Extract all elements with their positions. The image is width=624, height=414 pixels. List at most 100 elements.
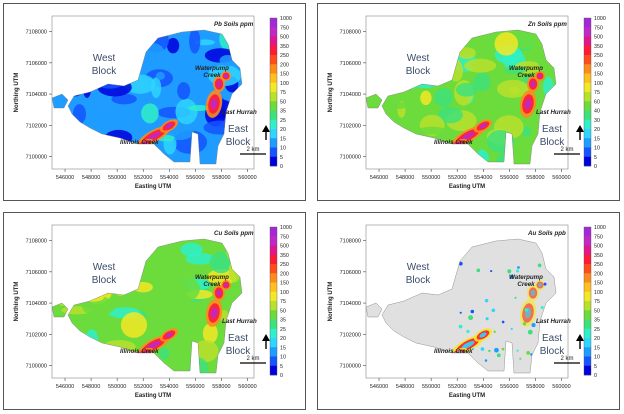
legend-tick-label: 1000 [280,225,292,231]
survey-area [366,239,556,373]
y-tick-label: 7106000 [340,270,361,276]
legend-tick-label: 500 [594,244,603,250]
legend-tick-label: 200 [594,62,603,68]
legend-tick-label: 50 [280,308,286,314]
anomaly-zone [147,341,161,349]
legend-tick-label: 1000 [594,16,606,22]
map-svg: 7108000 7106000 7104000 7102000 7100000 54600… [14,15,292,190]
legend-tick-label: 750 [594,25,603,31]
sample-spot [522,322,527,326]
y-axis-label: Northing UTM [14,73,20,113]
soil-patch [420,90,432,106]
legend-swatch [584,138,591,148]
sample-spot [537,263,542,268]
legend-swatch [270,110,277,121]
legend-tick-label: 75 [594,90,600,96]
legend-swatch [584,36,591,47]
legend-swatch [270,92,277,102]
legend-swatch [270,55,277,65]
y-tick-label: 7100000 [26,364,47,370]
x-tick-label: 552000 [448,384,466,390]
y-axis-label: Northing UTM [14,282,20,322]
legend-tick-label: 30 [594,118,600,124]
legend-tick-label: 15 [594,345,600,351]
legend-swatch [270,236,277,246]
anomaly-zone [461,341,475,349]
anomaly-zone [216,289,222,297]
scale-bar-label: 2 km [246,147,259,153]
anomaly-zone [530,80,536,88]
legend-swatch [584,254,591,265]
x-axis-label: Easting UTM [135,184,171,190]
sample-spot [517,266,520,269]
legend-tick-label: 75 [594,299,600,305]
legend-swatch [270,273,277,283]
soil-patch [457,47,476,60]
soil-patch [508,86,520,95]
soil-patch [416,126,448,135]
map-svg: 7108000 7106000 7104000 7102000 7100000 54600… [328,224,606,399]
soil-patch [141,103,159,124]
soil-patch [434,88,453,108]
survey-outline [51,29,243,165]
legend-tick-label: 750 [594,234,603,240]
legend-tick-label: 10 [280,146,286,152]
north-arrow-head-icon [576,334,584,341]
soil-patch [177,82,191,100]
legend-swatch [270,36,277,47]
legend-tick-label: 150 [594,281,603,287]
soil-patch [494,32,519,56]
legend-swatch [270,27,277,37]
legend-swatch [584,236,591,246]
legend-swatch [584,92,591,102]
map-svg: 7108000 7106000 7104000 7102000 7100000 54600… [328,15,606,190]
legend-swatch [270,18,277,28]
anomaly-zone [538,74,542,78]
legend-tick-label: 250 [594,262,603,268]
anomaly-zone [524,98,532,110]
legend-frame [269,226,278,376]
legend-tick-label: 350 [280,44,289,50]
legend-tick-label: 0 [594,164,597,170]
legend-tick-label: 500 [594,35,603,41]
y-tick-label: 7108000 [26,30,47,36]
legend-swatch [584,156,591,167]
waterpump-creek-label: Creek [517,281,535,288]
x-tick-label: 548000 [396,384,414,390]
legend-tick-label: 750 [280,25,289,31]
anomaly-zone [210,98,218,110]
legend-tick-label: 75 [280,90,286,96]
east-block-label: East [542,333,562,344]
sample-spot [488,349,491,353]
legend-tick-label: 75 [280,299,286,305]
y-tick-label: 7106000 [340,61,361,67]
legend-tick-label: 250 [594,53,603,59]
sample-spot [516,269,520,273]
sample-spot [509,274,515,279]
y-tick-label: 7100000 [340,155,361,161]
legend-tick-label: 60 [594,99,600,105]
scale-bar-label: 2 km [246,356,259,362]
legend-tick-label: 150 [594,72,603,78]
legend-tick-label: 50 [280,99,286,105]
legend-swatch [584,328,591,339]
soil-patch [173,294,192,305]
y-axis-label: Northing UTM [328,282,334,322]
y-tick-label: 7106000 [26,270,47,276]
legend-swatch [584,338,591,348]
y-axis-label: Northing UTM [328,73,334,113]
sample-spot [491,308,496,313]
y-tick-label: 7108000 [26,239,47,245]
survey-outline [51,238,243,374]
map-title: Pb Soils ppm [214,21,254,28]
legend-swatch [584,45,591,56]
legend-tick-label: 20 [280,127,286,133]
y-tick-label: 7102000 [340,332,361,338]
legend-swatch [584,291,591,302]
last-hurrah-label: Last Hurrah [536,318,571,325]
legend-swatch [270,319,277,330]
x-tick-label: 552000 [448,175,466,181]
x-tick-label: 552000 [134,384,152,390]
legend-swatch [584,110,591,121]
sample-spot [471,347,475,350]
